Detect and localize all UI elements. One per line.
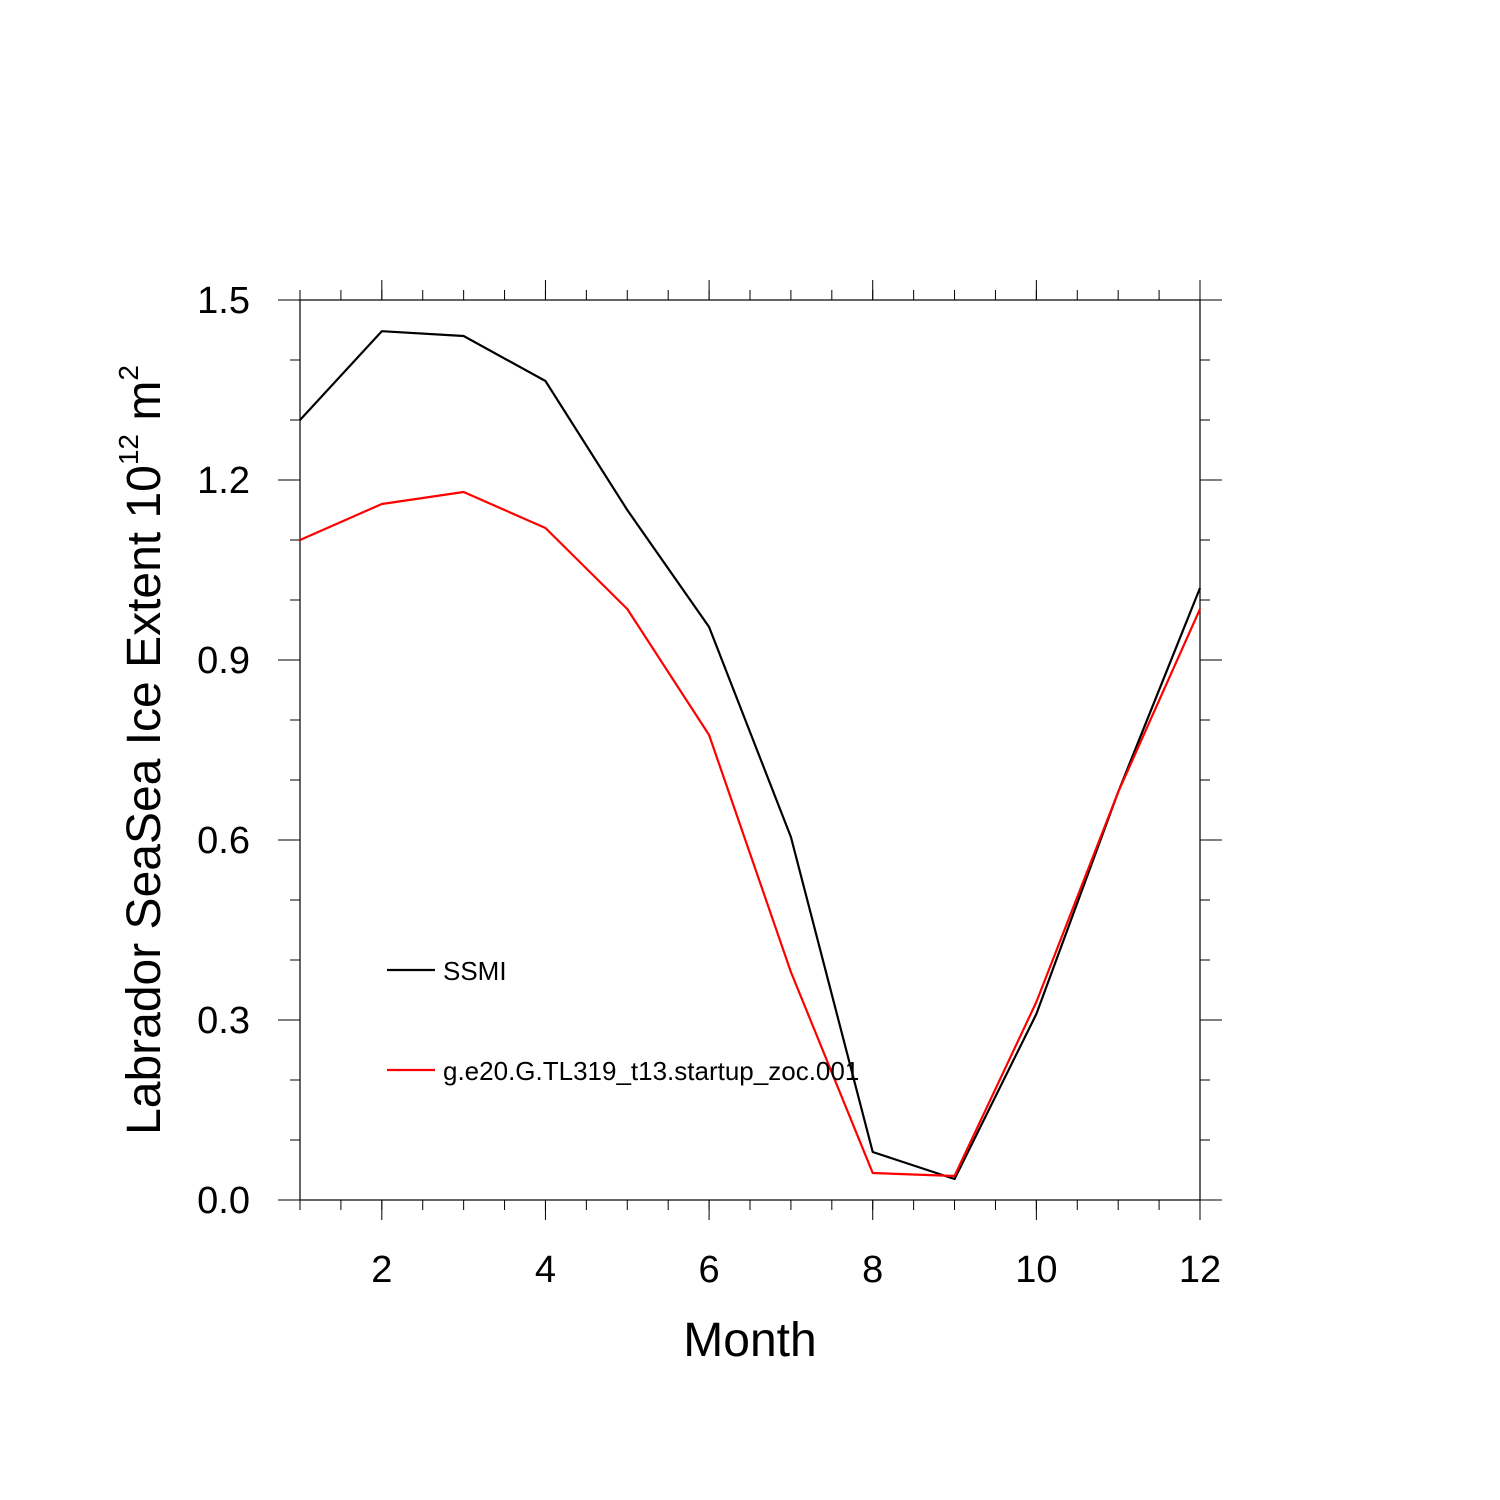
y-tick-label: 0.0: [197, 1180, 250, 1222]
y-tick-label: 0.3: [197, 1000, 250, 1042]
y-axis-title-main: Labrador SeaSea Ice Extent 10: [118, 465, 171, 1135]
y-axis-title-exponent: 12: [113, 434, 144, 465]
y-axis-title: Labrador SeaSea Ice Extent 1012 m2: [113, 365, 171, 1135]
y-axis-title-unit-exponent: 2: [113, 365, 144, 381]
series-layer: [299, 330, 1202, 1181]
major-ticks: [278, 280, 1222, 1220]
y-tick-label: 0.9: [197, 640, 250, 682]
y-axis-title-unit: m: [118, 381, 171, 434]
plot-frame: [299, 299, 1201, 1201]
x-tick-label: 12: [1179, 1249, 1221, 1291]
series-line-model: [299, 490, 1202, 1178]
x-tick-labels: 2 4 6 8 10 12: [371, 1249, 1221, 1291]
x-tick-label: 6: [699, 1249, 720, 1291]
legend: SSMI g.e20.G.TL319_t13.startup_zoc.001: [387, 956, 859, 1086]
series-line-ssmi: [299, 330, 1202, 1181]
x-tick-label: 10: [1015, 1249, 1057, 1291]
legend-label: SSMI: [443, 956, 507, 986]
y-tick-labels: 0.0 0.3 0.6 0.9 1.2 1.5: [197, 280, 250, 1222]
legend-label: g.e20.G.TL319_t13.startup_zoc.001: [443, 1056, 859, 1086]
x-axis-title: Month: [683, 1314, 816, 1367]
y-tick-label: 0.6: [197, 820, 250, 862]
y-tick-label: 1.5: [197, 280, 250, 322]
x-tick-label: 2: [371, 1249, 392, 1291]
x-tick-label: 4: [535, 1249, 556, 1291]
y-tick-label: 1.2: [197, 460, 250, 502]
x-tick-label: 8: [862, 1249, 883, 1291]
